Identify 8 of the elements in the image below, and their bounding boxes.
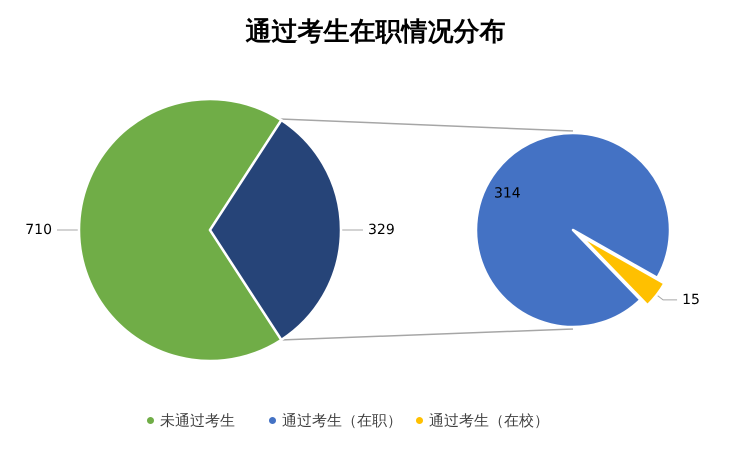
data-label: 710 (25, 222, 52, 238)
legend-label: 未通过考生 (160, 412, 235, 430)
data-label: 15 (682, 292, 700, 308)
legend-label: 通过考生（在校） (429, 412, 549, 430)
chart-title: 通过考生在职情况分布 (246, 17, 506, 47)
data-label: 329 (368, 222, 395, 238)
data-label: 314 (494, 185, 521, 202)
legend-label: 通过考生（在职） (282, 412, 402, 430)
